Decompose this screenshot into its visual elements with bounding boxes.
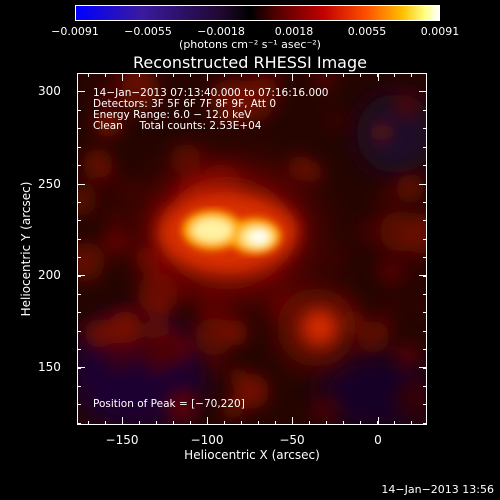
info-clean: Clean Total counts: 2.53E+04: [93, 120, 262, 132]
x-axis-label: Heliocentric X (arcsec): [184, 448, 320, 462]
info-detectors: Detectors: 3F 5F 6F 7F 8F 9F, Att 0: [93, 98, 277, 110]
rhessi-image: [78, 74, 426, 424]
x-tick-label: 0: [374, 433, 382, 447]
colorbar: [75, 5, 440, 21]
y-tick-label: 250: [38, 177, 61, 191]
x-tick-label: −150: [105, 433, 139, 447]
colorbar-tick-3: −0.0018: [197, 25, 245, 38]
info-energy: Energy Range: 6.0 − 12.0 keV: [93, 109, 252, 121]
y-axis-label: Heliocentric Y (arcsec): [19, 181, 33, 317]
colorbar-tick-6: 0.0091: [420, 25, 460, 38]
y-tick-label: 200: [38, 268, 61, 282]
info-peak: Position of Peak = [−70,220]: [93, 398, 245, 410]
plot-title: Reconstructed RHESSI Image: [133, 53, 367, 72]
y-tick-label: 150: [38, 360, 61, 374]
colorbar-tick-5: 0.0055: [347, 25, 387, 38]
info-time: 14−Jan−2013 07:13:40.000 to 07:16:16.000: [93, 87, 329, 99]
rhessi-image-frame: [77, 73, 427, 425]
colorbar-tick-2: −0.0055: [124, 25, 172, 38]
x-tick-label: −100: [190, 433, 224, 447]
colorbar-tick-4: 0.0018: [274, 25, 314, 38]
y-tick-label: 300: [38, 84, 61, 98]
timestamp: 14−Jan−2013 13:56: [381, 483, 494, 496]
colorbar-units: (photons cm⁻² s⁻¹ asec⁻²): [179, 38, 321, 51]
colorbar-tick-1: −0.0091: [51, 25, 99, 38]
x-tick-label: −50: [279, 433, 305, 447]
